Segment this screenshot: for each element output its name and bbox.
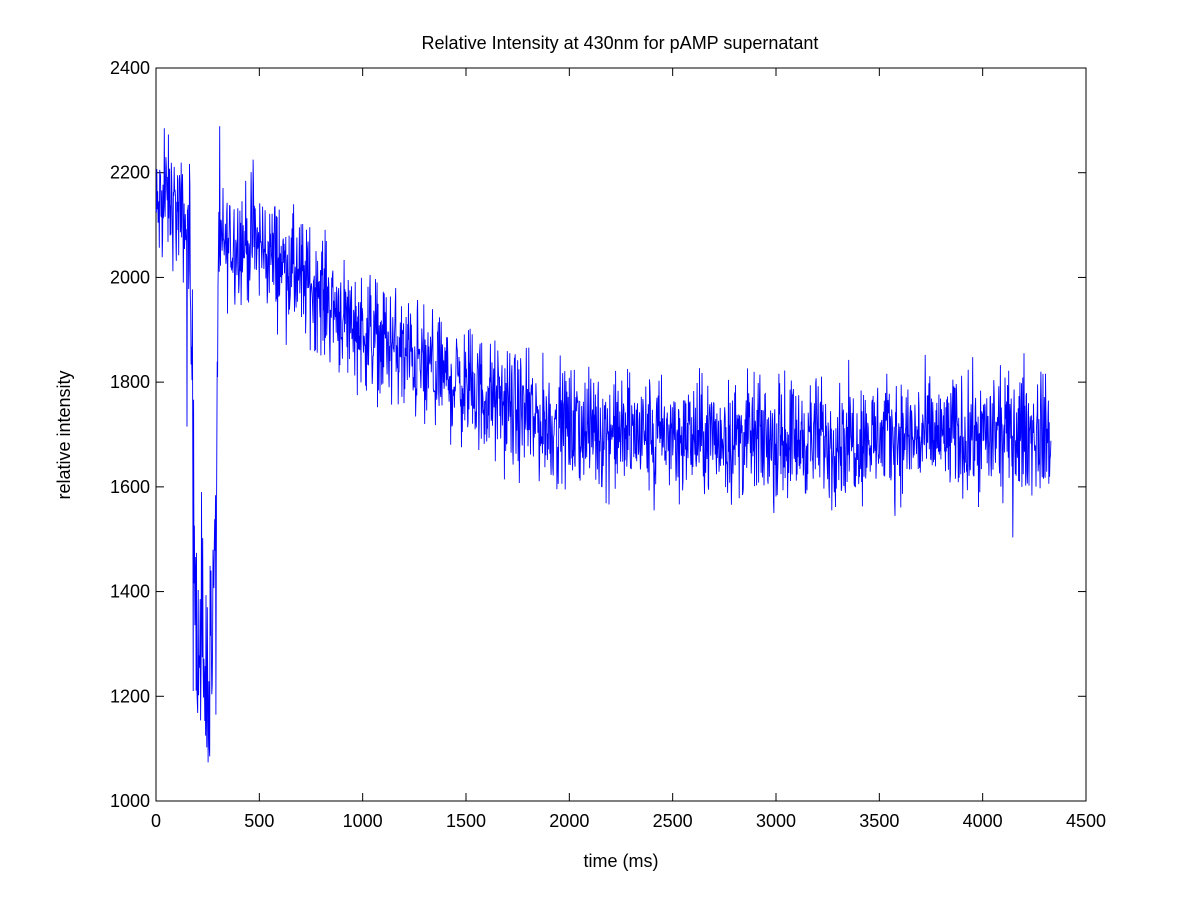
y-axis-label: relative intensity — [54, 370, 74, 499]
x-tick-label: 4500 — [1066, 811, 1106, 831]
chart-title: Relative Intensity at 430nm for pAMP sup… — [422, 33, 819, 53]
x-tick-label: 500 — [244, 811, 274, 831]
series-layer — [155, 126, 1052, 763]
y-tick-label: 2400 — [110, 58, 150, 78]
series-line — [155, 126, 1052, 763]
x-tick-label: 3000 — [756, 811, 796, 831]
y-tick-label: 1400 — [110, 582, 150, 602]
axis-ticks: 0 500 1000 1500 2000 2500 3000 3500 4000 4500 1000… — [110, 58, 1106, 831]
x-tick-label: 2000 — [549, 811, 589, 831]
x-tick-label: 3500 — [859, 811, 899, 831]
y-tick-label: 1000 — [110, 791, 150, 811]
y-tick-label: 1600 — [110, 477, 150, 497]
y-tick-label: 1200 — [110, 686, 150, 706]
x-tick-label: 2500 — [653, 811, 693, 831]
y-tick-label: 2000 — [110, 267, 150, 287]
x-tick-label: 0 — [151, 811, 161, 831]
x-tick-label: 1000 — [343, 811, 383, 831]
y-tick-label: 2200 — [110, 163, 150, 183]
x-tick-label: 4000 — [963, 811, 1003, 831]
y-tick-label: 1800 — [110, 372, 150, 392]
x-axis-label: time (ms) — [584, 851, 659, 871]
x-tick-label: 1500 — [446, 811, 486, 831]
